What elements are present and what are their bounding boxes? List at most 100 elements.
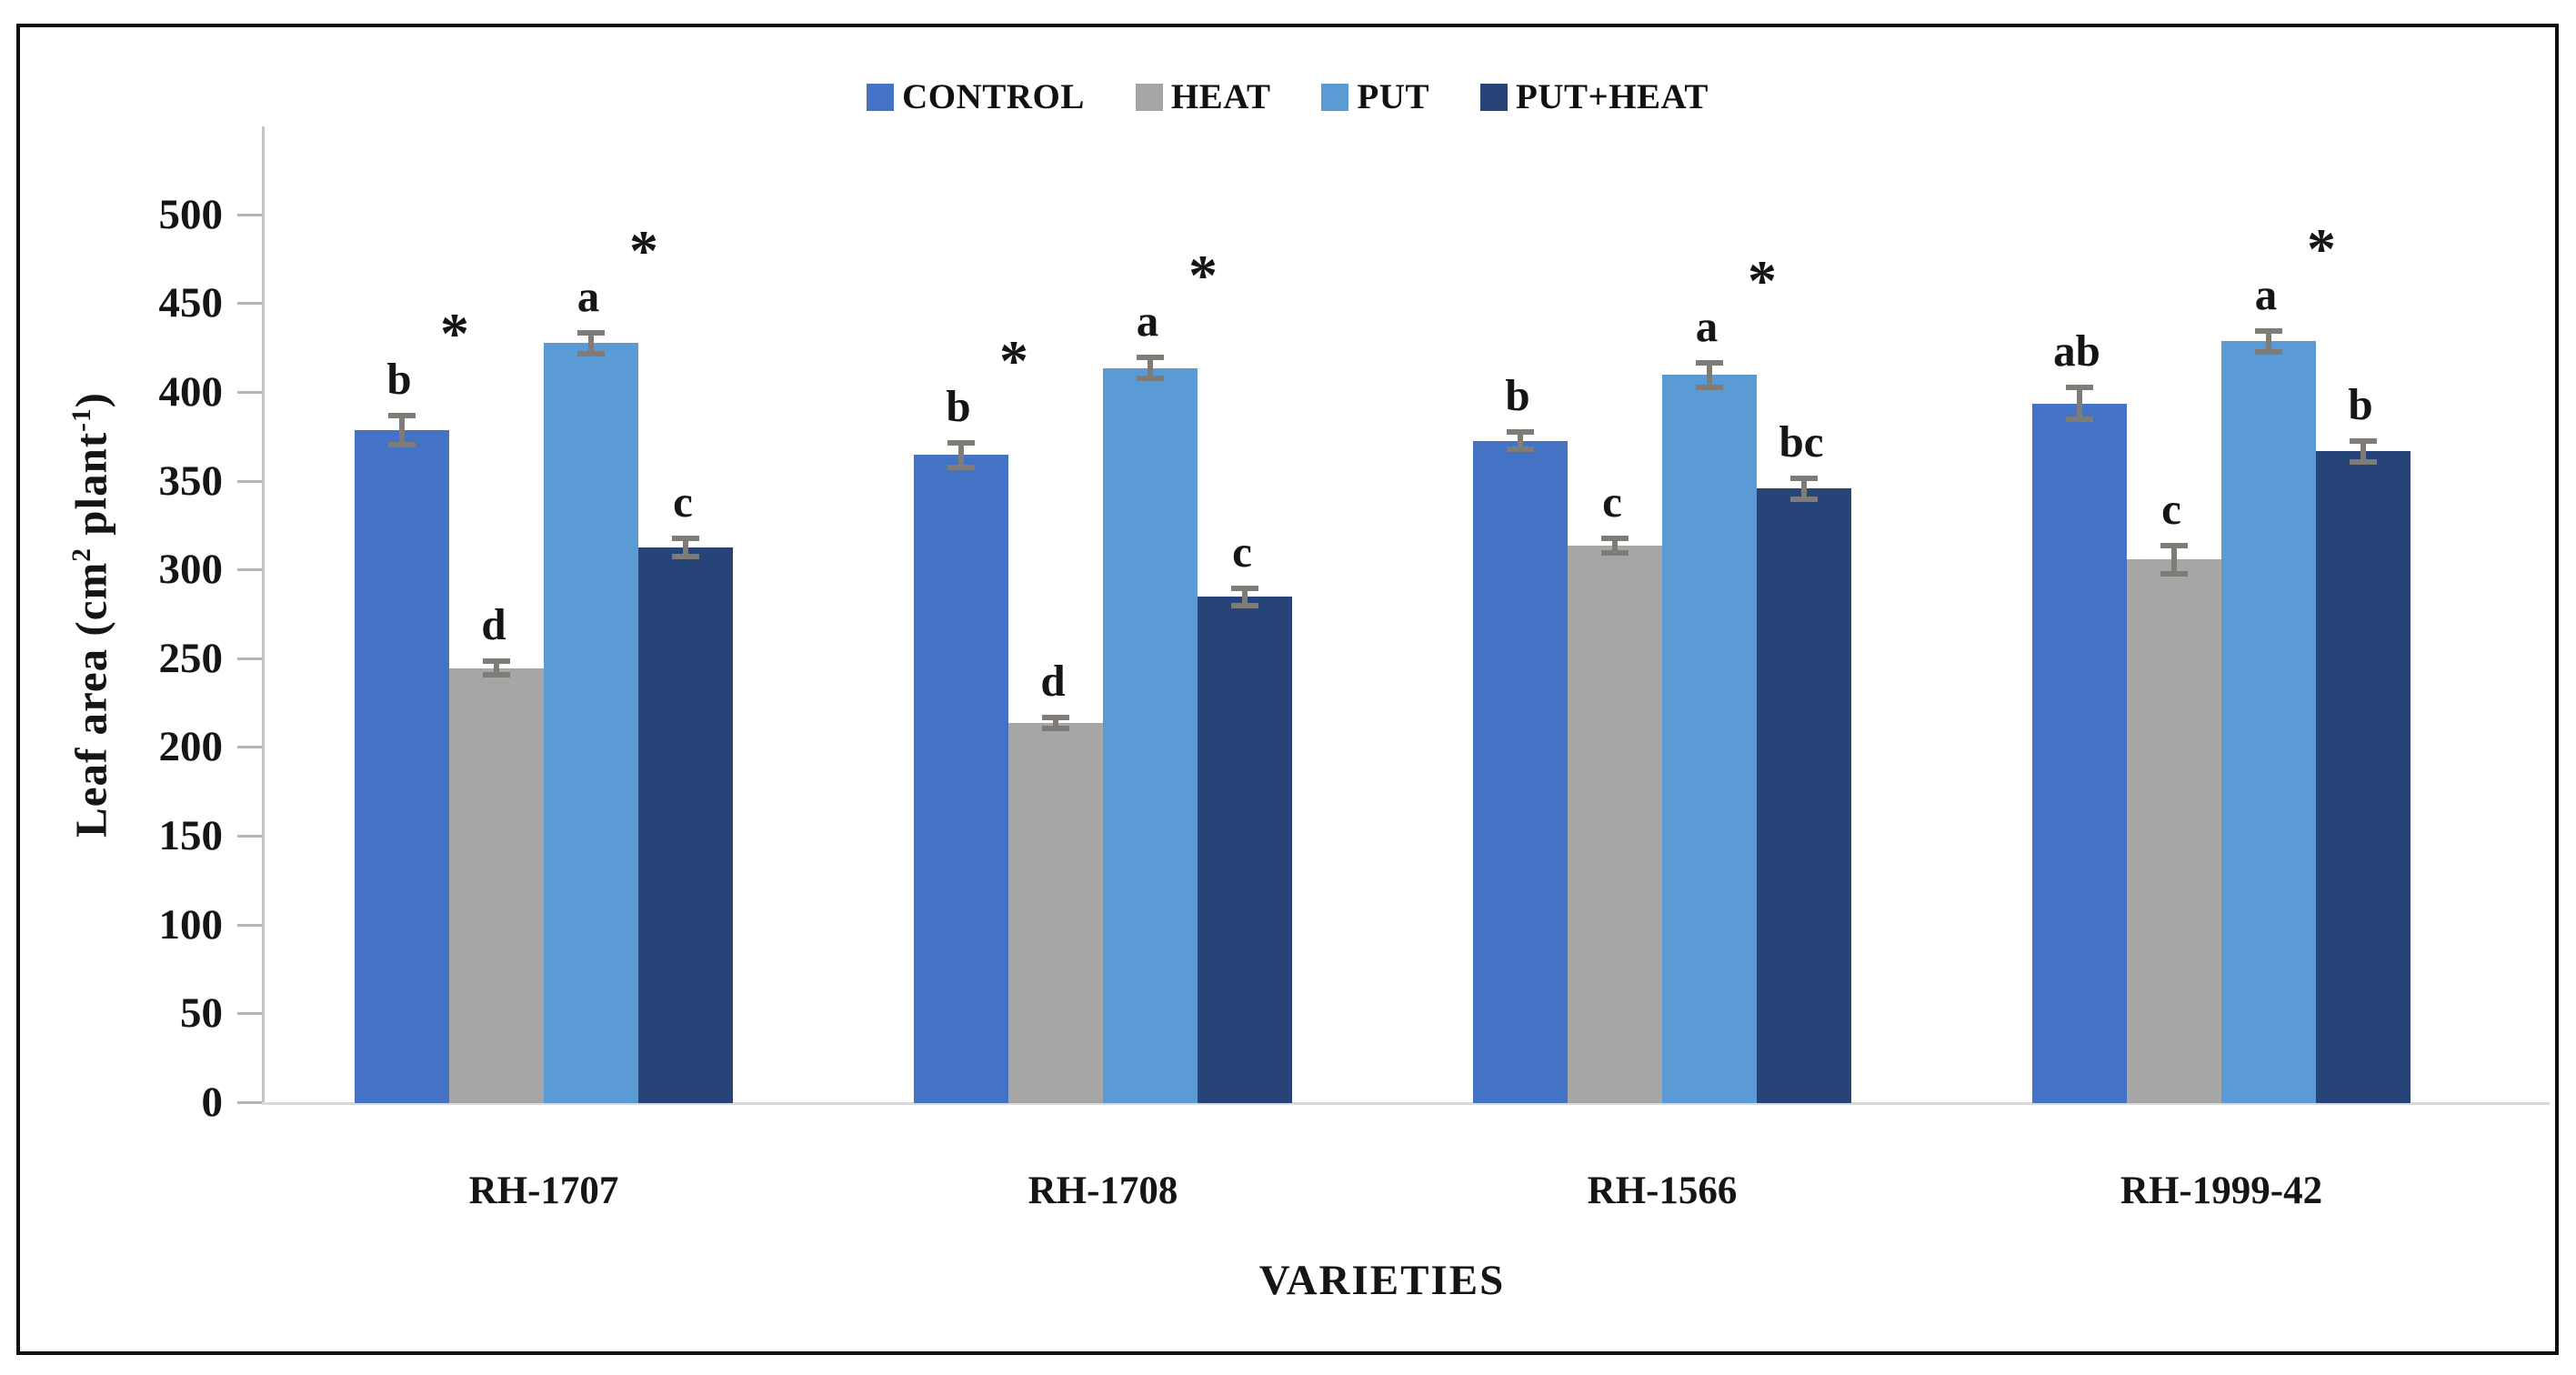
significance-letter: a <box>2254 268 2278 319</box>
y-axis-tick <box>237 835 262 838</box>
significance-asterisk: * <box>1188 242 1218 307</box>
y-axis-tick <box>237 213 262 216</box>
x-axis-category-label: RH-1566 <box>1587 1169 1738 1212</box>
y-axis-tick-label: 100 <box>158 900 224 948</box>
y-axis-tick <box>237 568 262 572</box>
significance-letter: c <box>673 477 693 527</box>
y-axis-tick <box>237 923 262 927</box>
error-bar-whisker <box>2266 330 2271 352</box>
y-axis-tick-label: 350 <box>158 457 224 505</box>
y-axis-tick <box>237 657 262 660</box>
error-bar-whisker <box>494 660 499 676</box>
error-bar-cap <box>2066 385 2093 391</box>
y-axis-tick-label: 150 <box>158 812 224 860</box>
error-bar-cap <box>1696 385 1723 391</box>
error-bar-whisker <box>2171 545 2177 575</box>
error-bar-whisker <box>2077 387 2082 420</box>
error-bar-cap <box>1601 549 1629 556</box>
y-axis-tick-label: 50 <box>180 989 223 1038</box>
error-bar-cap <box>577 329 605 336</box>
error-bar-cap <box>1042 725 1069 731</box>
significance-letter: b <box>386 354 412 405</box>
error-bar-cap <box>2350 437 2377 444</box>
bar-control <box>355 429 449 1103</box>
legend-label: CONTROL <box>902 77 1085 116</box>
y-axis-tick-label: 300 <box>158 546 224 594</box>
significance-letter: c <box>1602 477 1622 527</box>
legend: CONTROL HEAT PUT PUT+HEAT <box>20 76 2555 117</box>
error-bar-cap <box>1507 428 1534 435</box>
error-bar-cap <box>947 464 975 470</box>
y-axis-tick <box>237 746 262 749</box>
legend-label: PUT+HEAT <box>1515 77 1709 116</box>
error-bar-cap <box>577 350 605 356</box>
significance-asterisk: * <box>2307 216 2336 281</box>
y-axis-tick-label: 500 <box>158 190 224 238</box>
bar-put <box>2221 341 2316 1103</box>
y-axis-title-superscript: 2 <box>67 547 97 562</box>
plot-area: Leaf area (cm2 plant-1) VARIETIES 0 50 100… <box>66 126 2550 1304</box>
x-axis-category-label: RH-1999-42 <box>2120 1169 2323 1212</box>
error-bar-cap <box>1601 536 1629 542</box>
bar-put-plus-heat <box>1757 488 1851 1103</box>
chart-frame: CONTROL HEAT PUT PUT+HEAT Leaf area (cm2 pl… <box>16 24 2559 1355</box>
significance-letter: a <box>1695 300 1719 351</box>
y-axis-tick <box>237 390 262 394</box>
y-axis-tick-label: 250 <box>158 634 224 682</box>
legend-swatch <box>867 83 895 111</box>
bar-put-plus-heat <box>638 547 733 1103</box>
significance-letter: b <box>946 380 971 431</box>
y-axis-title-text: Leaf area (cm <box>65 561 116 838</box>
error-bar-cap <box>1507 447 1534 453</box>
error-bar-cap <box>947 439 975 446</box>
error-bar-cap <box>483 657 510 664</box>
y-axis-tick-label: 0 <box>201 1079 224 1126</box>
legend-swatch <box>1135 83 1163 111</box>
error-bar-cap <box>1696 359 1723 366</box>
error-bar-cap <box>2066 417 2093 423</box>
significance-letter: bc <box>1779 416 1824 467</box>
error-bar-whisker <box>1518 431 1523 450</box>
bar-heat <box>1008 723 1103 1103</box>
legend-swatch <box>1321 83 1349 111</box>
error-bar-cap <box>2255 327 2282 334</box>
bar-put <box>544 343 638 1103</box>
significance-asterisk: * <box>999 327 1028 393</box>
legend-label: HEAT <box>1170 77 1271 116</box>
error-bar-whisker <box>399 416 405 445</box>
significance-asterisk: * <box>629 217 658 283</box>
y-axis-title-superscript: -1 <box>67 407 97 432</box>
error-bar-cap <box>672 553 699 559</box>
bar-put-plus-heat <box>1198 597 1292 1103</box>
bar-heat <box>1568 545 1662 1103</box>
significance-letter: a <box>1136 295 1159 346</box>
error-bar-cap <box>1042 715 1069 721</box>
error-bar-cap <box>388 413 416 419</box>
significance-letter: a <box>576 270 600 321</box>
y-axis-tick <box>237 1012 262 1016</box>
error-bar-cap <box>2160 571 2188 577</box>
bar-control <box>2032 403 2127 1103</box>
error-bar-cap <box>388 441 416 447</box>
bar-heat <box>449 667 544 1103</box>
legend-item-heat: HEAT <box>1135 76 1271 117</box>
bar-heat <box>2127 559 2221 1103</box>
x-axis-title: VARIETIES <box>1258 1257 1506 1304</box>
bar-control <box>914 455 1008 1103</box>
x-axis-category-label: RH-1708 <box>1027 1169 1178 1212</box>
significance-letter: b <box>1505 369 1530 420</box>
error-bar-cap <box>1790 475 1818 481</box>
error-bar-whisker <box>1707 362 1712 388</box>
error-bar-cap <box>483 672 510 678</box>
legend-item-put-plus-heat: PUT+HEAT <box>1479 76 1709 117</box>
x-axis-category-label: RH-1707 <box>468 1169 619 1212</box>
error-bar-whisker <box>1801 477 1807 500</box>
error-bar-whisker <box>958 442 964 467</box>
error-bar-cap <box>1231 603 1258 609</box>
bar-control <box>1473 440 1568 1103</box>
bar-put-plus-heat <box>2316 451 2411 1103</box>
significance-letter: c <box>1232 526 1252 577</box>
error-bar-cap <box>1790 497 1818 503</box>
error-bar-whisker <box>683 538 688 557</box>
bar-put <box>1103 367 1198 1103</box>
